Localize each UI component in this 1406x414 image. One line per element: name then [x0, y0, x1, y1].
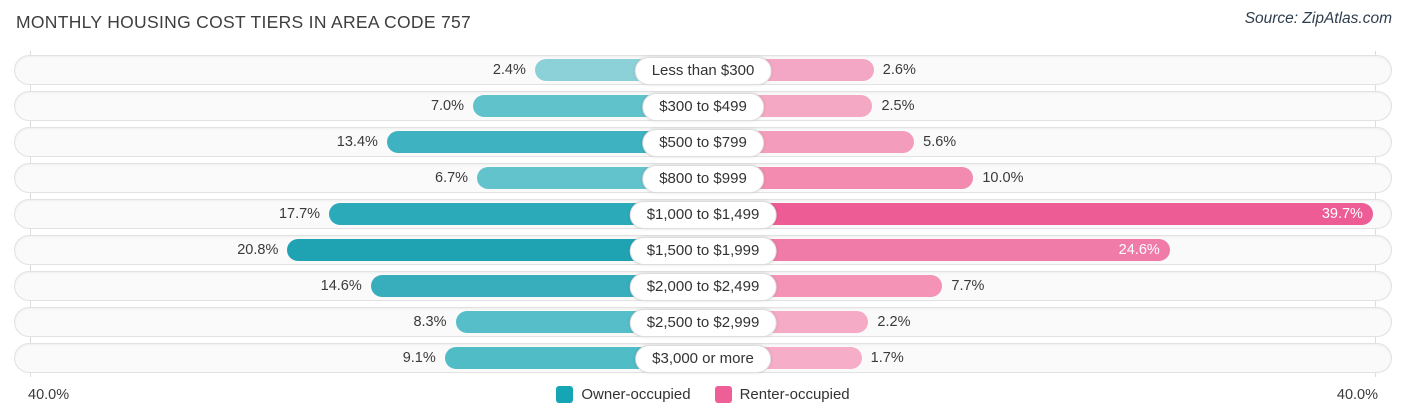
renter-value-label: 1.7%: [870, 350, 904, 366]
left-axis-max-label: 40.0%: [28, 387, 70, 403]
chart-row: 2.4% 2.6% Less than $300: [14, 55, 1392, 85]
renter-value-label: 24.6%: [1118, 242, 1160, 258]
category-pill-label: $1,000 to $1,499: [629, 201, 777, 229]
chart-row: 6.7% 10.0% $800 to $999: [14, 163, 1392, 193]
legend-item-owner: Owner-occupied: [556, 386, 691, 403]
owner-value-label: 20.8%: [237, 242, 279, 258]
right-axis-max-label: 40.0%: [1336, 387, 1378, 403]
category-pill-label: $1,500 to $1,999: [629, 237, 777, 265]
renter-value-label: 2.2%: [877, 314, 911, 330]
owner-bar: [370, 275, 703, 297]
category-pill-label: $3,000 or more: [635, 345, 771, 373]
owner-value-label: 6.7%: [435, 170, 469, 186]
chart-row: 13.4% 5.6% $500 to $799: [14, 127, 1392, 157]
owner-value-label: 17.7%: [278, 206, 321, 222]
legend-label-renter: Renter-occupied: [739, 386, 850, 403]
renter-legend-swatch-icon: [714, 386, 732, 403]
renter-value-label: 5.6%: [923, 134, 957, 150]
chart-row: 20.8% 24.6% $1,500 to $1,999: [14, 235, 1392, 265]
renter-bar: [703, 203, 1373, 225]
chart-area: 2.4% 2.6% Less than $300 7.0% 2.5% $300 to $4…: [14, 51, 1392, 377]
page-title: MONTHLY HOUSING COST TIERS IN AREA CODE …: [16, 12, 472, 32]
owner-bar: [287, 239, 703, 261]
owner-value-label: 8.3%: [413, 314, 447, 330]
chart-row: 14.6% 7.7% $2,000 to $2,499: [14, 271, 1392, 301]
chart-row: 8.3% 2.2% $2,500 to $2,999: [14, 307, 1392, 337]
owner-value-label: 14.6%: [320, 278, 362, 294]
legend: Owner-occupied Renter-occupied: [0, 386, 1406, 403]
chart-row: 17.7% 39.7% $1,000 to $1,499: [14, 199, 1392, 229]
chart-row: 7.0% 2.5% $300 to $499: [14, 91, 1392, 121]
category-pill-label: $800 to $999: [642, 165, 764, 193]
owner-legend-swatch-icon: [556, 386, 574, 403]
chart-rows: 2.4% 2.6% Less than $300 7.0% 2.5% $300 to $4…: [14, 55, 1392, 373]
renter-value-label: 7.7%: [951, 278, 985, 294]
renter-value-label: 39.7%: [1321, 206, 1363, 222]
owner-value-label: 2.4%: [492, 62, 526, 78]
owner-value-label: 7.0%: [430, 98, 465, 114]
owner-value-label: 13.4%: [336, 134, 378, 150]
renter-value-label: 10.0%: [982, 170, 1024, 186]
chart-row: 9.1% 1.7% $3,000 or more: [14, 343, 1392, 373]
legend-item-renter: Renter-occupied: [714, 386, 850, 403]
chart-footer: 40.0% Owner-occupied Renter-occupied 40.…: [0, 386, 1406, 406]
renter-bar: [703, 167, 974, 189]
renter-value-label: 2.5%: [881, 98, 915, 114]
renter-bar: [703, 239, 1170, 261]
source-attribution: Source: ZipAtlas.com: [1244, 10, 1392, 27]
owner-bar: [329, 203, 703, 225]
category-pill-label: $2,000 to $2,499: [629, 273, 777, 301]
renter-value-label: 2.6%: [882, 62, 916, 78]
category-pill-label: $2,500 to $2,999: [629, 309, 777, 337]
owner-bar: [386, 131, 703, 153]
owner-value-label: 9.1%: [402, 350, 436, 366]
category-pill-label: Less than $300: [634, 57, 772, 85]
category-pill-label: $300 to $499: [642, 93, 764, 121]
legend-label-owner: Owner-occupied: [581, 386, 691, 403]
category-pill-label: $500 to $799: [642, 129, 764, 157]
